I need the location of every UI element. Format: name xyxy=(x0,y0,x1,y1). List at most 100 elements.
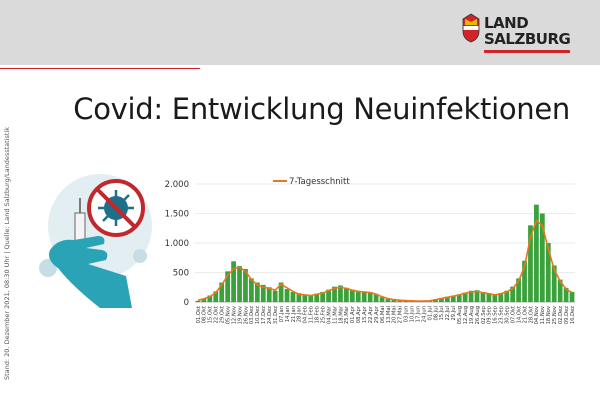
x-tick-label: 18.Nov xyxy=(546,306,552,324)
data-bar xyxy=(534,204,539,302)
data-bar xyxy=(195,300,201,302)
data-bar xyxy=(433,299,438,302)
x-tick-label: 07.Jan xyxy=(279,306,285,322)
land-salzburg-logo: LAND SALZBURG xyxy=(462,11,572,55)
logo-text-land: LAND xyxy=(484,14,529,32)
data-bar xyxy=(290,291,296,302)
data-bar xyxy=(355,290,361,302)
x-tick-label: 02.Sep xyxy=(481,305,487,324)
x-tick-label: 14.Okt xyxy=(516,306,522,323)
x-tick-label: 08.Apr xyxy=(356,305,362,323)
x-tick-label: 16.Sep xyxy=(493,305,499,324)
data-bar xyxy=(379,297,385,302)
y-tick-label: 2.000 xyxy=(165,180,189,190)
x-tick-label: 26.Nov xyxy=(243,306,249,324)
data-bar xyxy=(474,290,480,302)
x-tick-label: 24.Jun xyxy=(421,306,427,322)
x-tick-label: 19.Aug xyxy=(469,306,475,324)
data-bar xyxy=(272,290,278,302)
x-tick-label: 12.Aug xyxy=(463,306,469,324)
data-bar xyxy=(361,291,367,302)
legend-label: 7-Tagesschnitt xyxy=(289,177,350,187)
data-bar xyxy=(260,284,266,302)
data-bar xyxy=(462,292,468,302)
source-note: Stand: 20. Dezember 2021, 08:30 Uhr | Qu… xyxy=(3,127,11,380)
x-tick-label: 25.Feb xyxy=(320,305,326,323)
data-bar xyxy=(254,282,260,302)
accent-divider xyxy=(0,68,200,69)
x-tick-label: 13.Mai xyxy=(386,306,392,323)
x-tick-label: 03.Jun xyxy=(404,306,410,322)
data-bar xyxy=(385,299,391,302)
data-bar xyxy=(545,243,551,302)
data-bar xyxy=(201,298,207,302)
x-tick-label: 03.Dez xyxy=(249,306,255,324)
series-line-7-tagesschnitt xyxy=(197,219,573,302)
data-bar xyxy=(569,291,575,302)
data-bar xyxy=(243,268,248,302)
x-tick-label: 20.Mai xyxy=(392,306,398,323)
data-bar xyxy=(278,282,284,302)
x-tick-label: 14.Jan xyxy=(285,306,291,322)
header-bar: LAND SALZBURG xyxy=(0,0,600,65)
data-bar xyxy=(284,289,290,302)
data-bar xyxy=(266,287,272,302)
x-tick-label: 08.Jul xyxy=(433,306,439,321)
data-bar xyxy=(344,287,349,302)
x-tick-label: 26.Aug xyxy=(475,306,481,324)
x-tick-label: 18.Feb xyxy=(315,305,321,323)
page-title: Covid: Entwicklung Neuinfektionen xyxy=(73,92,570,126)
data-bar xyxy=(439,297,444,302)
data-bar xyxy=(557,279,563,302)
data-bar xyxy=(314,293,320,302)
x-tick-label: 18.Mar xyxy=(338,305,344,324)
gloved-hand-icon xyxy=(49,236,132,308)
data-bar xyxy=(302,294,308,302)
x-tick-label: 29.Apr xyxy=(374,305,380,323)
x-tick-label: 28.Okt xyxy=(528,306,534,323)
x-tick-label: 25.Nov xyxy=(552,306,558,324)
data-bar xyxy=(219,282,225,302)
data-bar xyxy=(450,295,456,302)
x-tick-label: 04.Feb xyxy=(303,305,309,323)
data-bar xyxy=(373,293,379,302)
x-tick-label: 11.Mar xyxy=(332,305,338,324)
x-tick-label: 10.Jun xyxy=(410,306,416,322)
x-tick-label: 11.Nov xyxy=(540,306,546,324)
data-bar xyxy=(486,293,492,302)
x-tick-label: 01.Apr xyxy=(350,305,356,323)
virus-small-icon xyxy=(39,249,147,277)
data-bar xyxy=(237,266,242,302)
x-tick-label: 09.Sep xyxy=(487,305,493,324)
data-bar xyxy=(367,291,373,302)
x-tick-label: 22.Okt xyxy=(214,306,220,323)
x-tick-label: 25.Mar xyxy=(344,305,350,324)
x-tick-label: 29.Jul xyxy=(451,306,457,321)
data-bar xyxy=(528,225,533,302)
x-tick-label: 30.Sep xyxy=(505,305,511,324)
logo-underline xyxy=(484,50,570,53)
x-tick-label: 05.Nov xyxy=(225,306,231,324)
x-tick-label: 22.Jul xyxy=(445,306,451,321)
x-tick-label: 07.Okt xyxy=(510,306,516,323)
no-virus-sign-icon xyxy=(87,179,145,237)
x-tick-label: 15.Jul xyxy=(439,306,445,321)
data-bar xyxy=(332,286,337,302)
data-bar xyxy=(213,291,219,302)
x-tick-label: 12.Nov xyxy=(231,306,237,324)
x-tick-label: 11.Feb xyxy=(309,305,315,323)
x-tick-label: 06.Mai xyxy=(380,306,386,323)
data-bar xyxy=(403,300,409,302)
data-bar xyxy=(296,293,302,302)
data-bar xyxy=(510,286,516,302)
x-tick-label: 28.Jan xyxy=(297,306,303,322)
x-tick-label: 09.Dez xyxy=(564,306,570,324)
data-bar xyxy=(539,213,545,302)
salzburg-crest-icon xyxy=(462,13,480,43)
x-tick-label: 16.Dez xyxy=(570,306,576,324)
data-bar xyxy=(326,289,331,302)
x-tick-label: 24.Dez xyxy=(267,306,273,324)
logo-text-salzburg: SALZBURG xyxy=(484,30,571,48)
x-tick-label: 17.Dez xyxy=(261,306,267,324)
data-bar xyxy=(338,285,343,302)
